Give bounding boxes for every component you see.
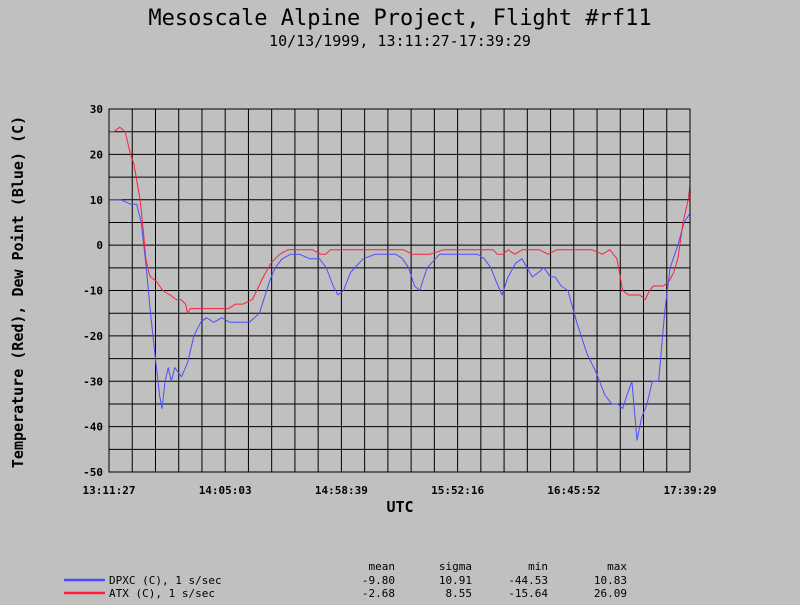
x-tick-label: 15:52:16 [431, 484, 484, 497]
y-tick-label: -20 [83, 330, 103, 343]
legend-label: ATX (C), 1 s/sec [109, 587, 215, 600]
stats-header: sigma [439, 560, 472, 573]
x-tick-label: 17:39:29 [664, 484, 717, 497]
chart-title: Mesoscale Alpine Project, Flight #rf11 [148, 6, 651, 31]
statistics-legend: mean sigma min max DPXC (C), 1 s/sec -9.80 10.… [64, 560, 627, 600]
legend-label: DPXC (C), 1 s/sec [109, 574, 222, 587]
y-axis-title: Temperature (Red), Dew Point (Blue) (C) [9, 116, 27, 468]
stats-value: 10.91 [439, 574, 472, 587]
x-axis-title: UTC [386, 498, 413, 516]
plot-frame [108, 108, 691, 473]
x-tick-label: 13:11:27 [83, 484, 136, 497]
grid [109, 109, 690, 472]
x-tick-label: 16:45:52 [547, 484, 600, 497]
x-tick-label: 14:58:39 [315, 484, 368, 497]
stats-value: 8.55 [446, 587, 473, 600]
y-tick-label: -40 [83, 421, 103, 434]
stats-header: mean [369, 560, 396, 573]
y-tick-label: 20 [90, 148, 103, 161]
series-line-dew-point [109, 199, 691, 441]
stats-value: -9.80 [362, 574, 395, 587]
y-tick-label: 30 [90, 103, 103, 116]
stats-header: max [607, 560, 627, 573]
y-tick-label: 0 [96, 239, 103, 252]
x-tick-label: 14:05:03 [199, 484, 252, 497]
stats-value: -44.53 [508, 574, 548, 587]
x-axis-ticks: 13:11:27 14:05:03 14:58:39 15:52:16 16:45:52… [83, 484, 717, 497]
stats-value: -2.68 [362, 587, 395, 600]
y-tick-label: -50 [83, 466, 103, 479]
y-axis-ticks: 30 20 10 0 -10 -20 -30 -40 -50 [83, 103, 103, 479]
chart-subtitle: 10/13/1999, 13:11:27-17:39:29 [269, 32, 531, 50]
stats-value: -15.64 [508, 587, 548, 600]
stats-value: 26.09 [594, 587, 627, 600]
y-tick-label: -10 [83, 285, 103, 298]
stats-value: 10.83 [594, 574, 627, 587]
series-lines [109, 126, 691, 441]
y-tick-label: 10 [90, 194, 103, 207]
series-line-temperature [109, 126, 691, 314]
y-tick-label: -30 [83, 375, 103, 388]
stats-header: min [528, 560, 548, 573]
